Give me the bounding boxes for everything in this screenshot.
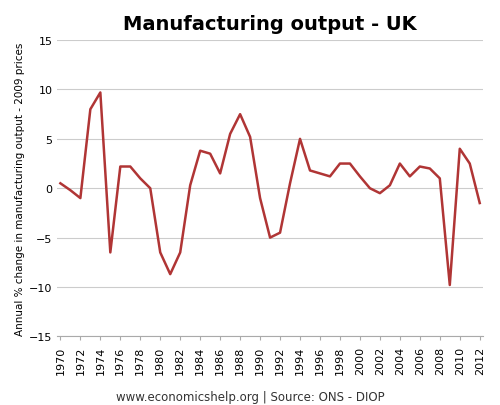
Text: www.economicshelp.org | Source: ONS - DIOP: www.economicshelp.org | Source: ONS - DI…	[116, 390, 384, 403]
Title: Manufacturing output - UK: Manufacturing output - UK	[124, 15, 417, 34]
Y-axis label: Annual % change in manufacturing output - 2009 prices: Annual % change in manufacturing output …	[15, 43, 25, 335]
